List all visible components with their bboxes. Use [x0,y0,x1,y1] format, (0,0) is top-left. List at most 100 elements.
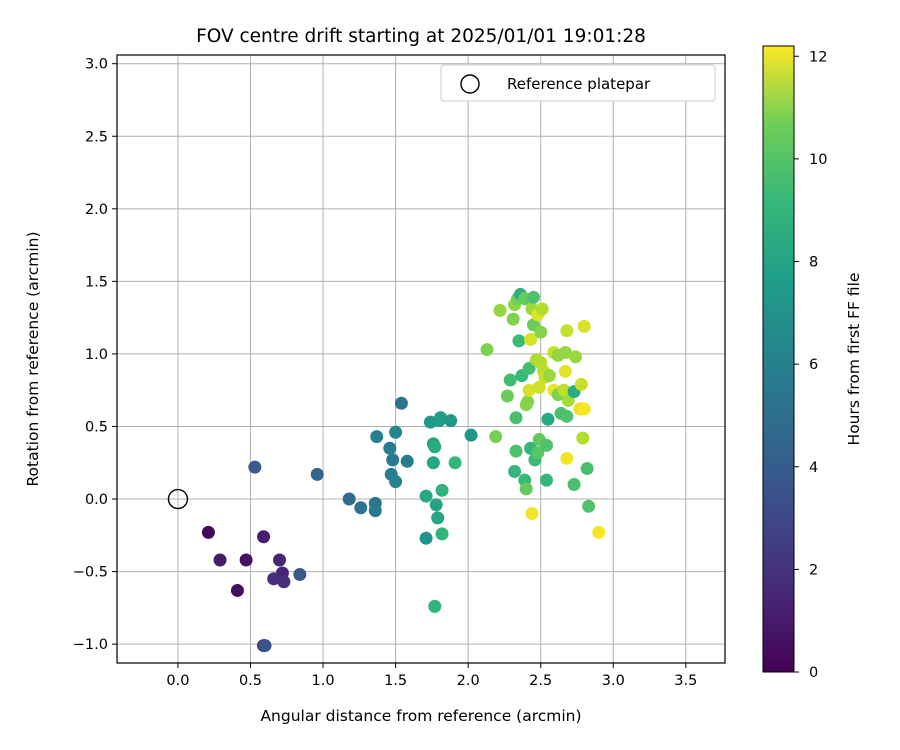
data-point [448,456,462,470]
data-point [535,302,549,316]
data-points [167,287,606,653]
data-point [419,531,433,545]
x-axis-ticks: 0.0 0.5 1.0 1.5 2.0 2.5 3.0 3.5 [166,663,697,689]
data-point [383,441,397,455]
data-point [258,639,272,653]
data-point [574,377,588,391]
data-point [540,438,554,452]
y-axis-label: Rotation from reference (arcmin) [24,231,42,486]
colorbar-tick-label: 2 [809,562,818,578]
colorbar-tick-label: 10 [809,152,827,168]
chart-title: FOV centre drift starting at 2025/01/01 … [196,26,646,47]
data-point [431,511,445,525]
data-point [580,462,594,476]
x-tick-label: 1.0 [312,673,335,689]
data-point [509,411,523,425]
data-point [293,567,307,581]
data-point [342,492,356,506]
data-point [428,599,442,613]
data-point [419,489,433,503]
data-point [558,345,572,359]
data-point [577,319,591,333]
data-point [558,364,572,378]
colorbar-tick-label: 6 [809,357,818,373]
data-point [370,430,384,444]
data-point [394,396,408,410]
data-point [354,501,368,515]
data-point [542,369,556,383]
data-point [534,325,548,339]
data-point [540,473,554,487]
data-point [508,464,522,478]
data-point [592,525,606,539]
data-point [257,530,271,544]
x-tick-label: 1.5 [384,673,407,689]
colorbar-tick-label: 4 [809,460,818,476]
data-point [509,444,523,458]
data-point [493,303,507,317]
data-point [428,440,442,454]
x-tick-label: 3.0 [602,673,625,689]
colorbar-tick-label: 12 [809,49,827,65]
data-point [400,454,414,468]
y-tick-label: −1.0 [73,637,108,653]
data-point [569,350,583,364]
y-tick-label: 0.5 [85,419,108,435]
data-point [567,478,581,492]
x-tick-label: 3.5 [674,673,697,689]
data-point [576,431,590,445]
data-point [512,334,526,348]
data-point [522,383,536,397]
data-point [310,467,324,481]
data-point [273,553,287,567]
data-point [248,460,262,474]
colorbar-tick-label: 0 [809,665,818,681]
data-point [277,575,291,589]
data-point [503,373,517,387]
data-point [444,414,458,428]
data-point [389,425,403,439]
data-point [435,527,449,541]
data-point [435,483,449,497]
data-point [526,290,540,304]
colorbar-tick-label: 8 [809,255,818,271]
data-point [519,482,533,496]
plot-frame [116,54,726,664]
data-point [389,475,403,489]
x-tick-label: 0.5 [239,673,262,689]
data-point [489,430,503,444]
data-point [500,389,514,403]
legend-box [440,64,716,102]
x-axis-label: Angular distance from reference (arcmin) [260,707,581,725]
x-tick-label: 0.0 [166,673,189,689]
data-point [532,380,546,394]
data-point [368,504,382,518]
data-point [480,343,494,357]
data-point [582,499,596,513]
data-point [531,446,545,460]
legend-marker-icon [460,74,480,94]
data-point [560,324,574,338]
legend-label: Reference platepar [507,75,651,93]
data-point [230,583,244,597]
data-point [213,553,227,567]
data-point [464,428,478,442]
data-point [577,402,591,416]
colorbar-label: Hours from first FF file [845,273,863,446]
data-point [426,456,440,470]
colorbar-gradient [762,45,795,673]
data-point [521,395,535,409]
legend: Reference platepar [440,64,716,102]
data-point [560,409,574,423]
y-tick-label: 1.5 [85,274,108,290]
y-tick-label: −0.5 [73,565,108,581]
y-tick-label: 2.5 [85,129,108,145]
data-point [429,498,443,512]
data-point [386,453,400,467]
data-point [506,312,520,326]
y-axis-ticks: −1.0 −0.5 0.0 0.5 1.0 1.5 2.0 2.5 3.0 [73,57,117,653]
x-tick-label: 2.5 [529,673,552,689]
data-point [239,553,253,567]
data-point [560,451,574,465]
y-tick-label: 3.0 [85,57,108,73]
